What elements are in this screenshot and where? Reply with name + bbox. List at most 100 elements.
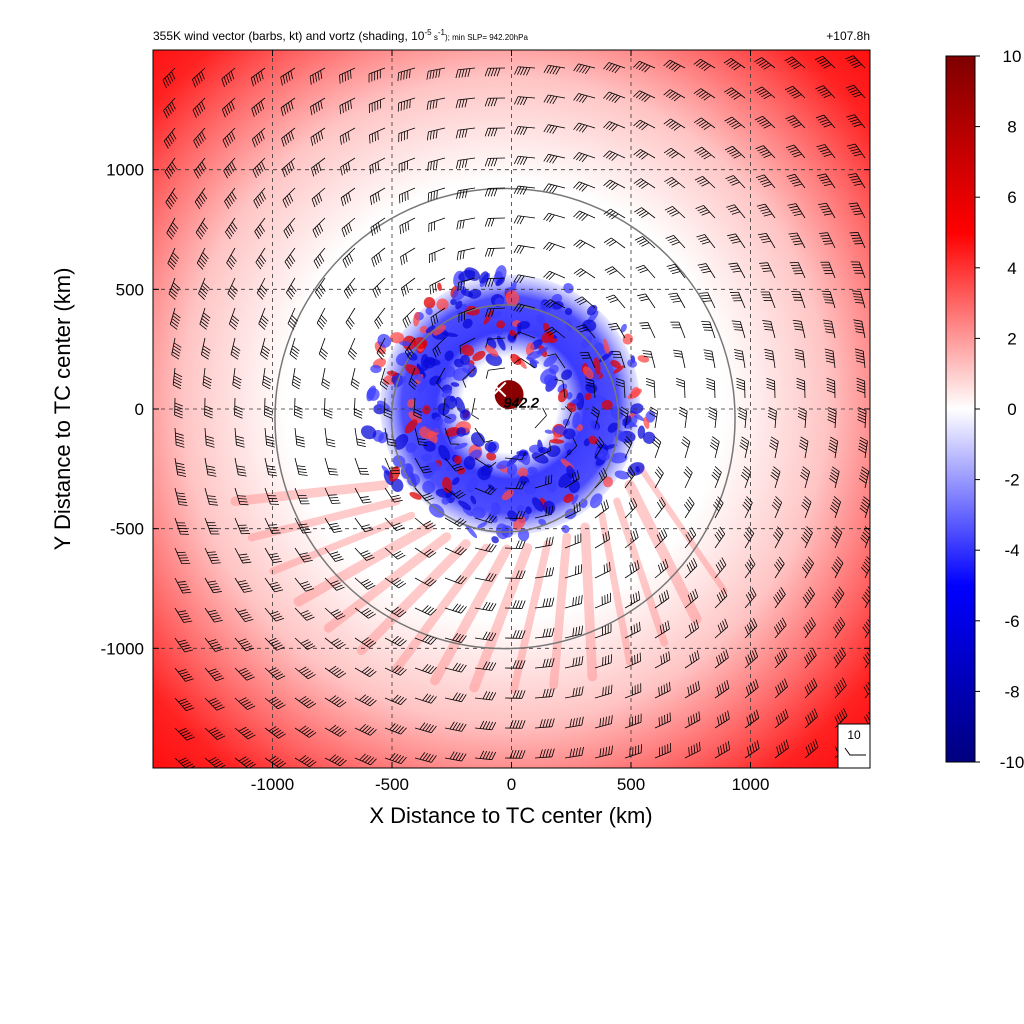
barb-feather (756, 203, 766, 207)
barb-feather (300, 668, 309, 674)
barb-feather (516, 156, 522, 165)
barb-feather (177, 581, 186, 583)
barb-feather (809, 586, 815, 595)
barb-feather (598, 472, 604, 481)
wind-barb (670, 321, 686, 339)
barb-feather (666, 120, 674, 127)
barb-feather (785, 739, 789, 748)
barb-feather (401, 288, 405, 297)
barb-feather (234, 411, 243, 416)
negative-vorticity-blob (620, 323, 627, 333)
barb-feather (665, 61, 673, 68)
barb-feather (734, 355, 744, 358)
barb-feather (338, 672, 347, 679)
barb-feather (346, 255, 352, 264)
barb-feather (361, 666, 369, 673)
barb-feather (307, 645, 316, 650)
barb-feather (176, 468, 186, 471)
barb-feather (330, 580, 339, 585)
barb-feather (435, 69, 438, 79)
barb-feather (232, 348, 240, 354)
barb-feather (282, 199, 287, 208)
barb-feather (173, 381, 182, 387)
barb-feather (792, 210, 801, 214)
barb-feather (409, 99, 411, 109)
spiral-band (293, 522, 434, 607)
barb-feather (670, 268, 679, 272)
barb-feather (198, 227, 205, 235)
barb-feather (808, 619, 815, 628)
barb-feather (698, 711, 701, 720)
positive-vorticity-blob (423, 296, 436, 309)
barb-feather (376, 285, 381, 294)
barb-feather (467, 68, 471, 77)
barb-feather (204, 414, 213, 419)
barb-feather (488, 515, 494, 523)
wind-barb (762, 320, 776, 339)
barb-feather (485, 631, 491, 640)
wind-barb (484, 187, 506, 197)
wind-barb (354, 607, 376, 619)
barb-feather (270, 669, 279, 674)
wind-barb (564, 595, 583, 609)
barb-feather (802, 501, 810, 509)
barb-feather (760, 208, 769, 212)
barb-staff (488, 337, 506, 340)
barb-feather (548, 330, 557, 336)
reference-barb-box: 10 (837, 723, 871, 769)
barb-feather (631, 563, 635, 573)
barb-feather (668, 266, 677, 270)
barb-feather (207, 474, 217, 477)
barb-feather (701, 241, 711, 245)
barb-feather (853, 153, 863, 157)
barb-feather (581, 214, 588, 222)
barb-feather (696, 234, 705, 238)
barb-feather (519, 216, 525, 225)
wind-barb (165, 187, 178, 210)
barb-feather (288, 102, 291, 111)
barb-feather (716, 594, 721, 603)
barb-feather (430, 161, 432, 171)
barb-feather (464, 98, 468, 108)
barb-staff (864, 534, 870, 549)
barb-feather (694, 651, 698, 661)
barb-feather (258, 257, 265, 265)
barb-feather (455, 99, 459, 109)
wind-barb (724, 145, 746, 159)
barb-feather (490, 158, 495, 167)
wind-barb (294, 666, 316, 680)
barb-feather (724, 712, 728, 721)
spiral-band (430, 544, 512, 686)
wind-barb (534, 567, 555, 579)
negative-vorticity-blob (441, 332, 458, 337)
barb-feather (361, 498, 371, 501)
barb-feather (862, 499, 870, 505)
barb-feather (328, 665, 337, 672)
barb-feather (312, 135, 316, 145)
barb-feather (845, 84, 855, 89)
barb-feather (703, 124, 712, 131)
barb-feather (174, 372, 183, 378)
barb-feather (404, 222, 407, 232)
barb-feather (254, 137, 258, 146)
barb-feather (591, 409, 599, 415)
barb-feather (638, 93, 646, 100)
barb-feather (208, 756, 217, 762)
barb-feather (194, 201, 201, 210)
wind-barb (196, 247, 209, 270)
barb-feather (455, 69, 459, 79)
negative-vorticity-blob (460, 354, 470, 365)
wind-barb (693, 88, 716, 101)
barb-feather (201, 191, 208, 200)
barb-feather (724, 116, 733, 122)
barb-feather (426, 497, 435, 502)
barb-feather (807, 621, 813, 630)
barb-feather (336, 729, 344, 736)
barb-feather (461, 664, 467, 673)
barb-feather (756, 88, 765, 94)
barb-feather (518, 540, 523, 549)
barb-feather (775, 496, 782, 503)
barb-feather (521, 660, 526, 669)
wind-barb (321, 367, 331, 390)
